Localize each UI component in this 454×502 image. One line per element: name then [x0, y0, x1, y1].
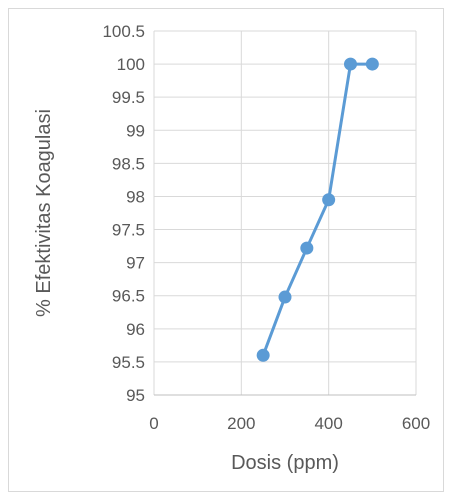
data-point — [278, 290, 292, 304]
y-tick-label: 95.5 — [112, 353, 145, 372]
y-tick-label: 98.5 — [112, 154, 145, 173]
data-point — [344, 57, 357, 71]
y-axis-label: % Efektivitas Koagulasi — [33, 109, 55, 317]
y-tick-label: 96.5 — [112, 287, 145, 306]
x-tick-label: 200 — [227, 414, 255, 433]
data-point — [256, 348, 270, 362]
y-tick-label: 99.5 — [112, 88, 145, 107]
y-tick-label: 96 — [126, 320, 145, 339]
series-line — [261, 62, 374, 357]
y-tick-label: 98 — [126, 187, 145, 206]
chart-svg: 95 95.5 96 96.5 97 97.5 98 98.5 99 99.5 100 100.5 0… — [33, 22, 430, 474]
y-tick-label: 100.5 — [102, 22, 145, 41]
x-tick-labels: 0 200 400 600 — [149, 414, 430, 433]
data-point — [300, 241, 314, 255]
chart-frame: 95 95.5 96 96.5 97 97.5 98 98.5 99 99.5 100 100.5 0… — [8, 8, 444, 492]
x-axis-label: Dosis (ppm) — [231, 452, 339, 474]
y-tick-label: 95 — [126, 386, 145, 405]
data-point — [322, 193, 336, 207]
y-tick-label: 99 — [126, 121, 145, 140]
x-tick-label: 0 — [149, 414, 158, 433]
y-tick-label: 97 — [126, 254, 145, 273]
x-tick-label: 400 — [314, 414, 342, 433]
x-tick-label: 600 — [402, 414, 430, 433]
y-tick-label: 100 — [117, 55, 145, 74]
y-tick-labels: 95 95.5 96 96.5 97 97.5 98 98.5 99 99.5 100 100.5 — [102, 22, 145, 405]
data-point — [365, 57, 379, 71]
data-series — [256, 57, 379, 362]
y-tick-label: 97.5 — [112, 221, 145, 240]
gridlines — [153, 30, 417, 396]
